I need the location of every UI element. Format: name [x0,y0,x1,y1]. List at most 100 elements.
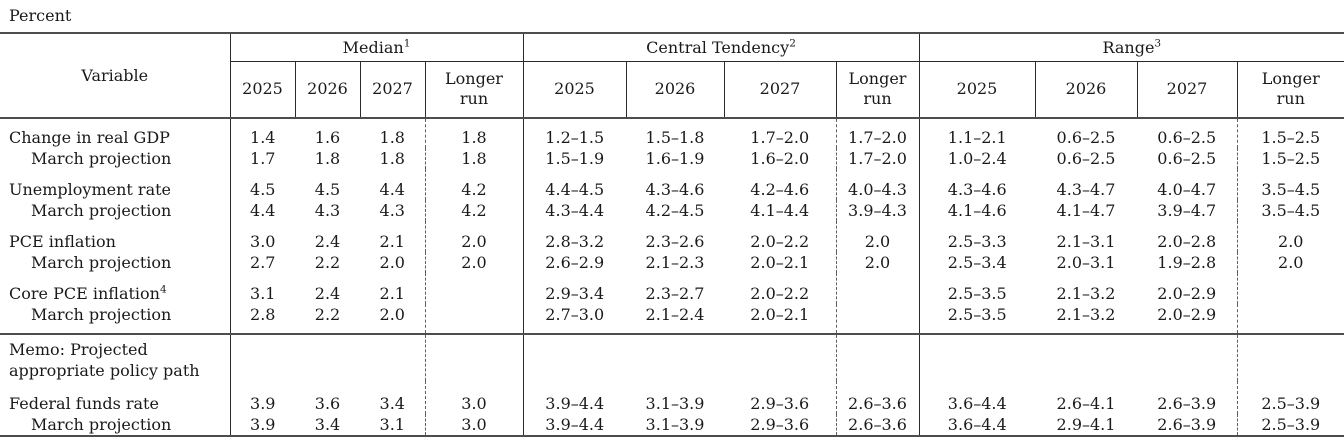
value-cell [835,333,919,381]
memo-label: Memo: Projected appropriate policy path [0,333,230,381]
value-cell: 3.4 [379,394,405,413]
value-cell: 2.9–3.6 [750,394,810,413]
value-cell: 2.1–3.2 [1056,284,1116,303]
value-cell [295,333,360,381]
value-cell: 2.0–3.1 [1056,253,1116,272]
value-cell: 2.1 [379,232,405,251]
value-cell: 1.9–2.8 [1157,253,1217,272]
value-cell: 1.1–2.1 [918,118,1035,148]
year-header: 2025 [522,61,626,119]
value-cell: 4.3–4.6 [918,169,1035,200]
value-cell: 2.5–3.5 [918,304,1035,334]
value-cell: 2.5–3.9 [1236,414,1344,436]
value-cell: 2.9–4.1 [1056,415,1116,434]
value-cell: 0.6–2.5 [1157,149,1217,168]
value-cell: 2.7 [229,252,295,273]
value-cell: 4.4 [229,200,295,221]
value-cell [918,333,1035,381]
value-cell: 1.7–2.0 [835,148,919,169]
year-header: 2027 [359,61,425,119]
value-cell: 2.5–3.9 [1236,381,1344,414]
value-cell: 3.4 [314,415,341,434]
value-cell: 4.5 [314,180,341,199]
value-cell: 4.1–4.7 [1056,201,1116,220]
value-cell: 2.0 [379,253,405,272]
value-cell: 3.0 [424,381,523,414]
value-cell [229,333,295,381]
memo-label-line: appropriate policy path [9,361,200,380]
value-cell: 2.2 [314,253,341,272]
year-header: Longer run [1236,61,1344,119]
value-cell [626,333,724,381]
row-label: March projection [31,149,172,168]
value-cell: 1.8 [424,148,523,169]
value-cell: 1.8 [379,149,405,168]
value-cell: 3.6 [314,394,341,413]
value-cell: 3.0 [229,221,295,252]
value-cell: 1.8 [314,149,341,168]
value-cell: 2.4 [314,284,341,303]
value-cell: 3.9 [229,414,295,436]
value-cell: 2.0 [1236,221,1344,252]
table-row: March projection 1.7 1.8 1.8 1.8 1.5–1.9 1.6–1… [0,148,1344,169]
value-cell: 4.0–4.3 [835,169,919,200]
value-cell: 3.1 [229,273,295,304]
value-cell: 2.0–2.1 [750,253,810,272]
year-header: 2027 [1136,61,1237,119]
value-cell: 1.2–1.5 [522,118,626,148]
value-cell: 4.1–4.4 [750,201,810,220]
value-cell: 1.7 [229,148,295,169]
value-cell: 2.6–3.6 [835,414,919,436]
footnote-marker: 4 [159,283,167,296]
value-cell [360,333,425,381]
value-cell: 2.1–2.4 [645,305,705,324]
value-cell: 2.5–3.3 [918,221,1035,252]
value-cell: 3.1 [379,415,405,434]
memo-label-line: Memo: Projected [9,340,148,359]
value-cell: 2.0–2.8 [1157,232,1217,251]
value-cell: 1.7–2.0 [750,128,810,147]
memo-row: Memo: Projected appropriate policy path [0,333,1344,381]
value-cell: 1.5–1.9 [522,148,626,169]
table-row: March projection 2.7 2.2 2.0 2.0 2.6–2.9 2.1–2… [0,252,1344,273]
group-header-row: Variable Median1 Central Tendency2 Range… [0,33,1344,119]
row-label: Change in real GDP [9,128,170,147]
value-cell: 2.0 [835,252,919,273]
value-cell: 4.3–4.7 [1056,180,1116,199]
value-cell: 2.8 [229,304,295,334]
value-cell [835,273,919,304]
group-header-median: Median1 [229,33,523,62]
table-row: March projection 4.4 4.3 4.3 4.2 4.3–4.4 4.2–4… [0,200,1344,221]
table-body: Change in real GDP 1.4 1.6 1.8 1.8 1.2–1.5 1.5… [0,118,1344,436]
value-cell: 1.8 [379,128,405,147]
group-header-range: Range3 [918,33,1344,62]
value-cell: 2.5–3.5 [918,273,1035,304]
year-header: 2026 [294,61,360,119]
value-cell: 1.5–1.8 [645,128,705,147]
value-cell: 1.6–2.0 [750,149,810,168]
value-cell: 2.5–3.4 [918,252,1035,273]
year-header: 2026 [625,61,724,119]
table-row: Core PCE inflation4 3.1 2.4 2.1 2.9–3.4 2.3–2… [0,273,1344,304]
footnote-marker: 2 [789,37,796,50]
value-cell: 3.6–4.4 [918,414,1035,436]
value-cell: 2.8–3.2 [522,221,626,252]
row-label: Core PCE inflation4 [9,283,167,303]
value-cell: 2.0 [424,252,523,273]
value-cell: 3.1–3.9 [645,415,705,434]
value-cell: 2.0–2.1 [750,305,810,324]
value-cell [522,333,626,381]
table-row: Federal funds rate 3.9 3.6 3.4 3.0 3.9–4.4 3.1… [0,381,1344,414]
footnote-marker: 1 [403,37,411,50]
value-cell: 4.5 [229,169,295,200]
footnote-marker: 3 [1154,37,1162,50]
value-cell: 2.9–3.4 [522,273,626,304]
value-cell: 4.2 [424,200,523,221]
value-cell: 2.4 [314,232,341,251]
value-cell: 2.2 [314,305,341,324]
table-row: PCE inflation 3.0 2.4 2.1 2.0 2.8–3.2 2.3–2.6 2… [0,221,1344,252]
value-cell: 2.3–2.6 [645,232,705,251]
value-cell: 1.5–2.5 [1236,148,1344,169]
value-cell [424,273,523,304]
